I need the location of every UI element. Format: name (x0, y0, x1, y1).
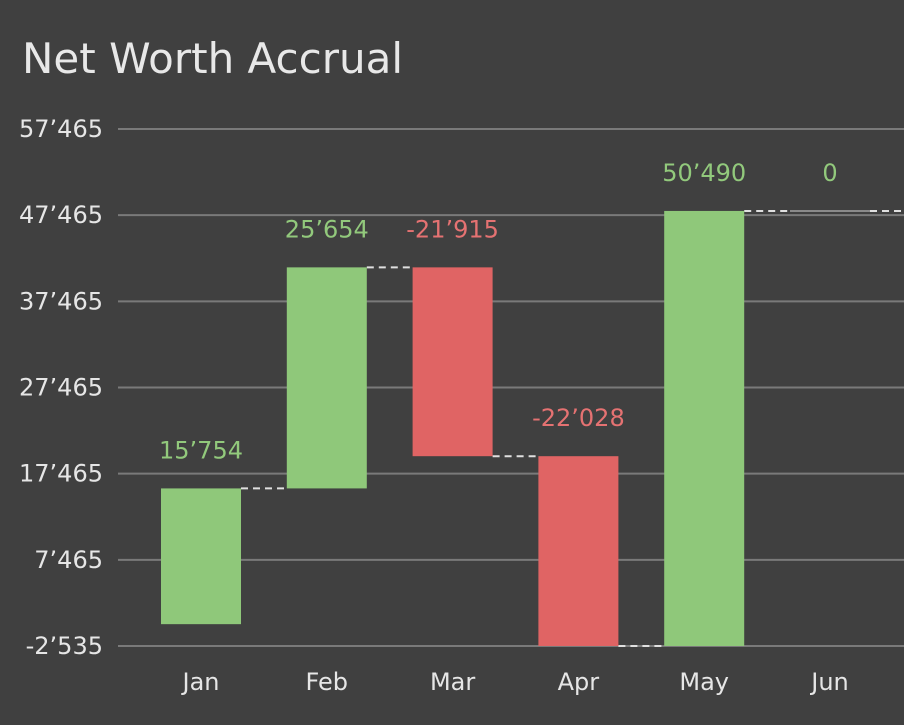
data-label: -22’028 (532, 404, 625, 432)
y-tick-label: 47’465 (19, 201, 103, 229)
bar (161, 488, 241, 625)
data-labels: 15’754 25’654 -21’915 -22’028 50’490 0 (159, 159, 838, 464)
x-tick-label: May (679, 668, 729, 696)
data-label: 0 (822, 159, 837, 187)
data-label: 50’490 (662, 159, 746, 187)
y-tick-label: 57’465 (19, 115, 103, 143)
y-axis-ticks: -2’535 7’465 17’465 27’465 37’465 47’465 57’46… (19, 115, 103, 660)
data-label: 25’654 (285, 215, 369, 243)
bar (286, 267, 367, 489)
data-label: 15’754 (159, 436, 243, 464)
bar (538, 456, 619, 646)
gridlines (118, 128, 904, 647)
x-tick-label: Jun (809, 668, 849, 696)
y-tick-label: 27’465 (19, 374, 103, 402)
connectors (241, 209, 904, 647)
x-tick-label: Jan (181, 668, 220, 696)
data-label: -21’915 (406, 215, 499, 243)
y-tick-label: 37’465 (19, 287, 103, 315)
y-tick-label: -2’535 (26, 632, 103, 660)
bar (412, 267, 493, 457)
chart-title: Net Worth Accrual (22, 34, 404, 83)
x-axis-ticks: Jan Feb Mar Apr May Jun (181, 668, 849, 696)
y-tick-label: 7’465 (34, 546, 103, 574)
x-tick-label: Apr (558, 668, 600, 696)
x-tick-label: Mar (430, 668, 475, 696)
y-tick-label: 17’465 (19, 460, 103, 488)
bars (161, 209, 870, 646)
bar (664, 210, 745, 646)
x-tick-label: Feb (306, 668, 349, 696)
